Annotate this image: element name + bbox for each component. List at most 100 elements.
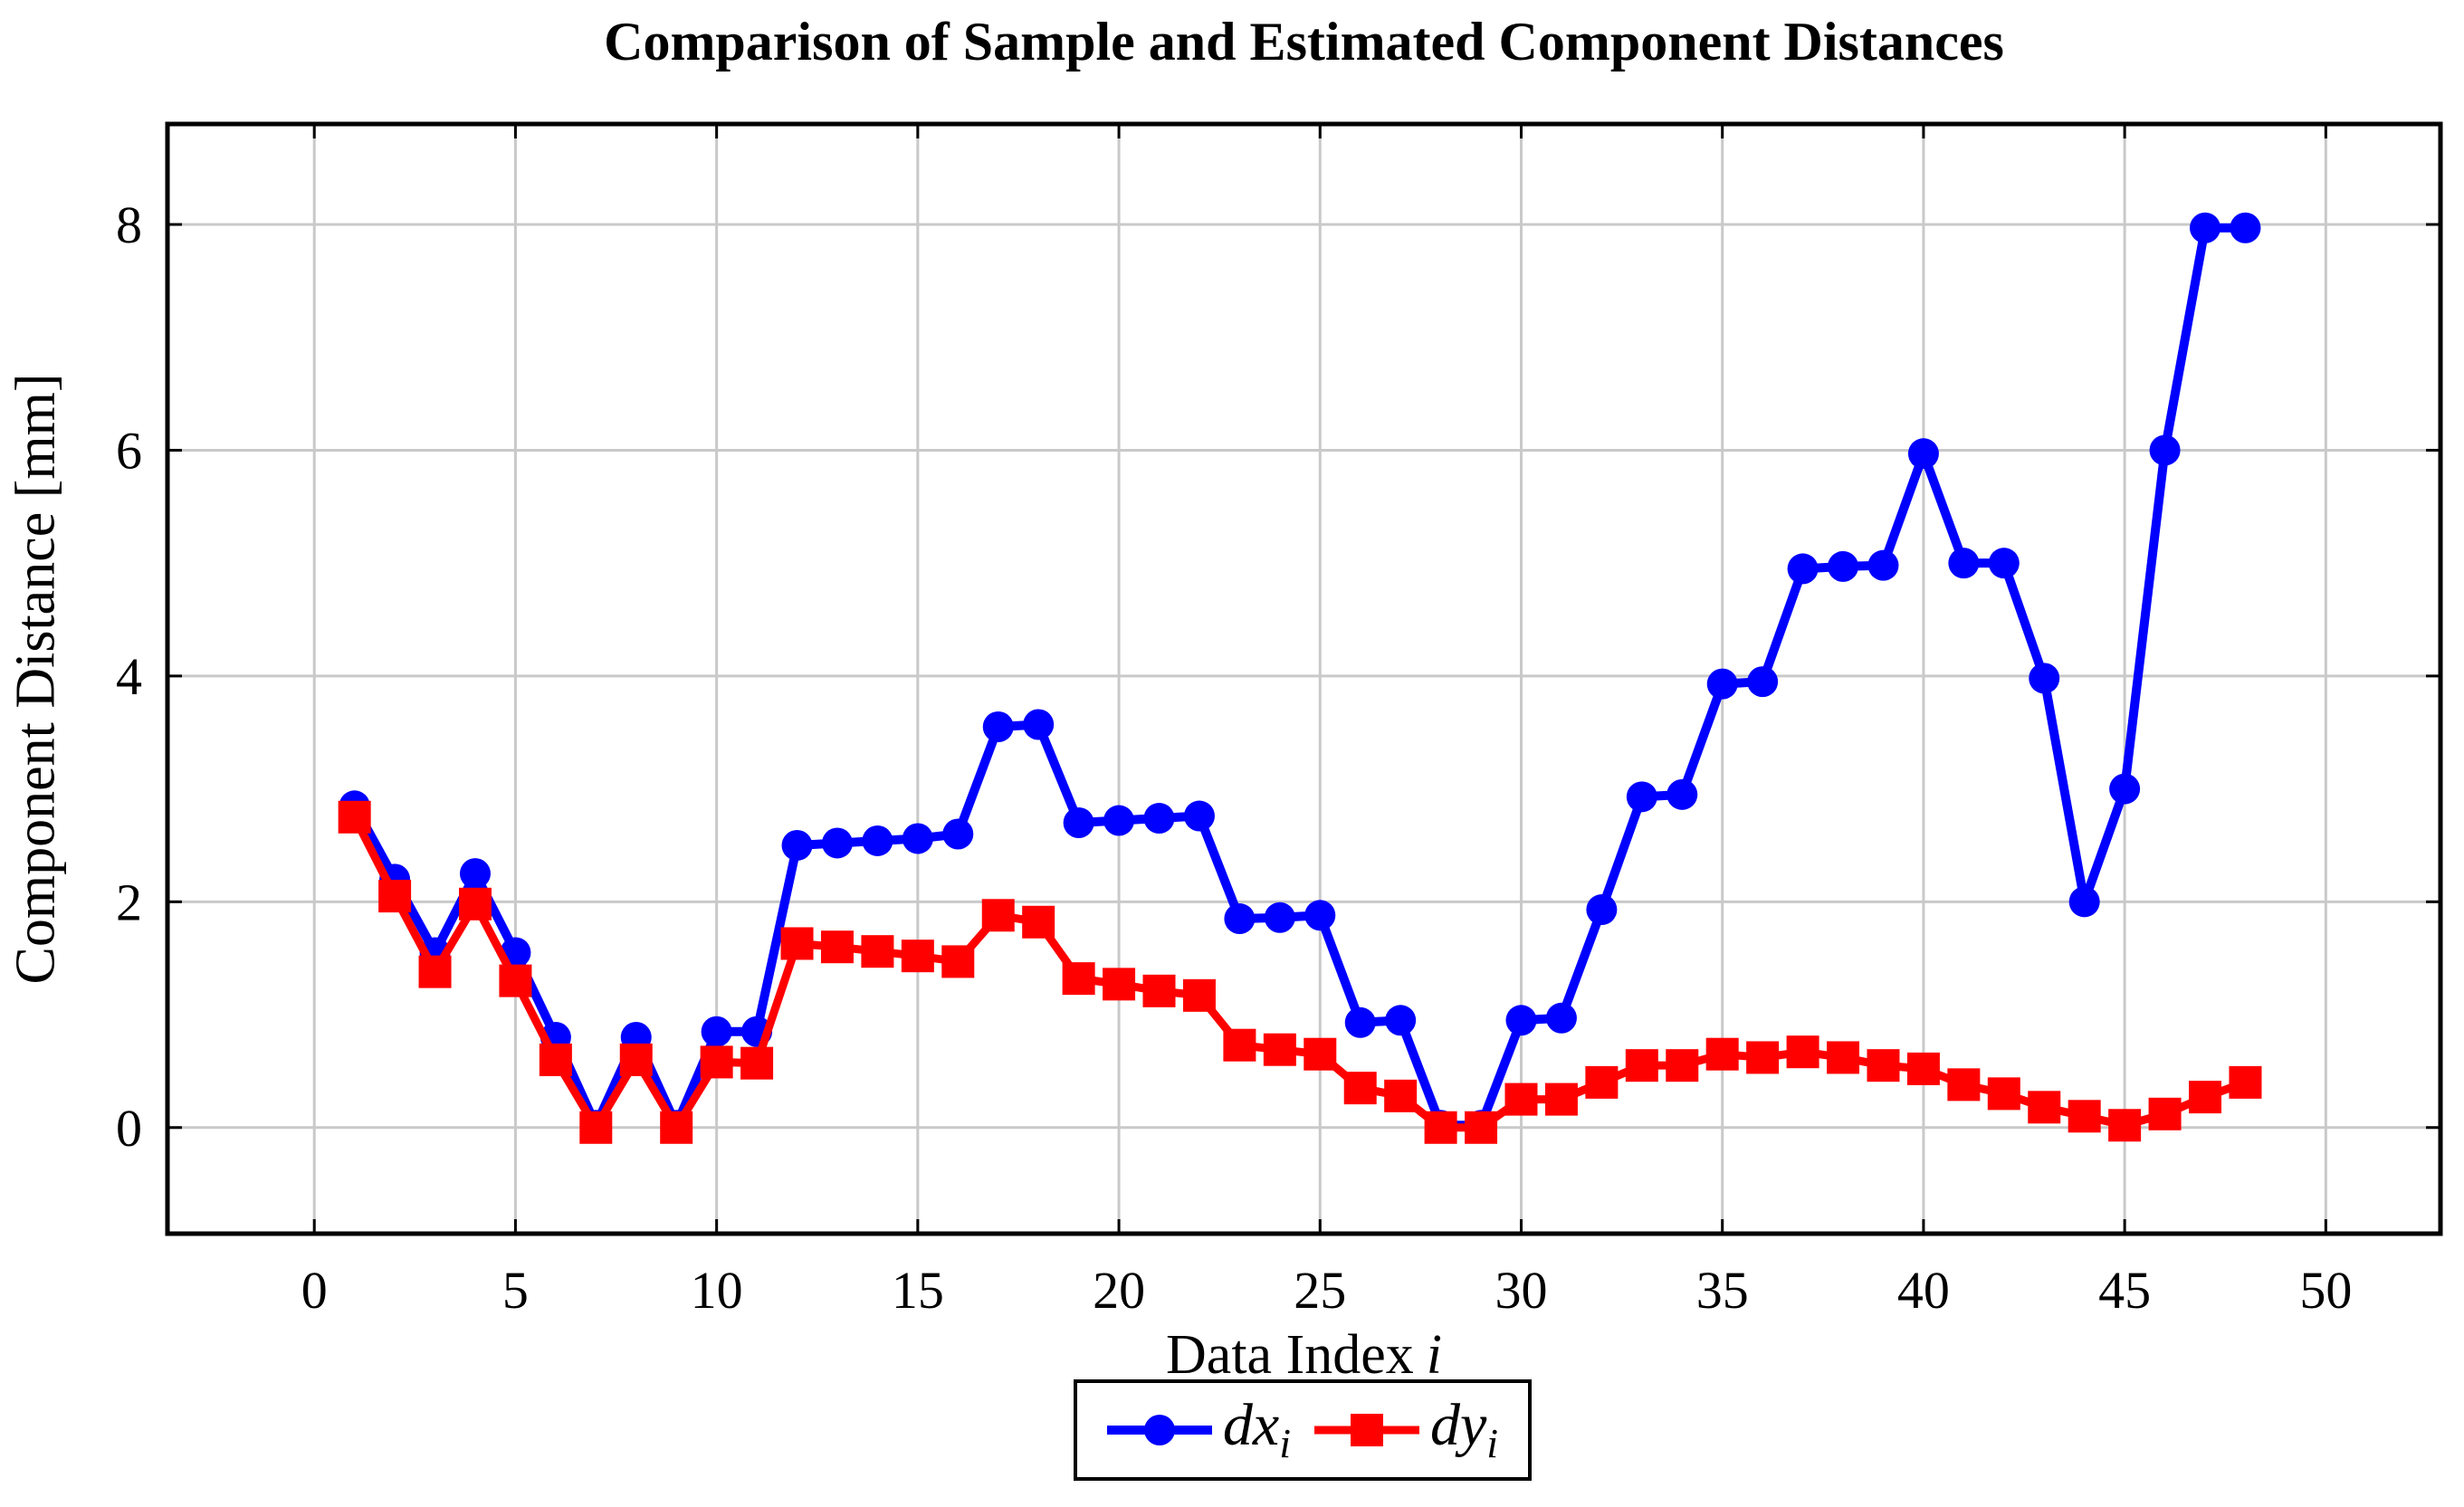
data-point-circle — [2109, 773, 2141, 805]
legend-box: dxi dyi — [1074, 1379, 1532, 1481]
data-point-circle — [1867, 549, 1899, 581]
data-point-square — [1987, 1077, 2020, 1111]
data-point-square — [499, 964, 532, 997]
data-point-square — [1625, 1049, 1658, 1083]
data-point-circle — [1385, 1005, 1417, 1036]
data-point-square — [1705, 1037, 1739, 1071]
x-tick-label: 10 — [691, 1261, 743, 1320]
data-point-square — [1786, 1035, 1819, 1069]
data-point-square — [1947, 1068, 1981, 1102]
data-point-square — [2108, 1109, 2142, 1142]
y-tick-label: 0 — [116, 1099, 142, 1158]
data-point-circle — [2029, 663, 2060, 694]
data-point-circle — [2190, 212, 2221, 243]
data-point-square — [579, 1111, 613, 1144]
x-tick-label: 30 — [1495, 1261, 1547, 1320]
x-tick-label: 50 — [2299, 1261, 2352, 1320]
legend-marker-square-icon — [1314, 1414, 1419, 1446]
y-axis-label: Component Distance [mm] — [5, 373, 67, 985]
data-point-square — [1906, 1052, 1940, 1085]
data-point-square — [1867, 1049, 1900, 1083]
x-axis-label: Data Index i — [167, 1323, 2440, 1388]
data-point-circle — [1787, 553, 1819, 585]
plot-border — [165, 121, 2443, 1236]
data-point-square — [1182, 978, 1216, 1012]
data-point-circle — [1667, 778, 1698, 810]
data-point-circle — [1143, 803, 1175, 835]
data-point-square — [2229, 1065, 2262, 1099]
data-point-square — [1424, 1111, 1457, 1144]
data-point-circle — [1264, 901, 1295, 933]
legend-label-dx: dxi — [1222, 1391, 1291, 1467]
data-point-square — [418, 955, 452, 988]
data-point-circle — [1183, 800, 1215, 832]
data-point-circle — [1545, 1002, 1577, 1034]
data-point-circle — [1344, 1006, 1376, 1038]
x-tick-label: 0 — [301, 1261, 328, 1320]
data-point-circle — [1224, 903, 1256, 935]
data-point-circle — [1063, 807, 1094, 839]
y-tick-label: 4 — [116, 647, 142, 706]
data-point-circle — [1304, 900, 1336, 931]
data-point-square — [941, 945, 975, 978]
data-point-square — [378, 880, 412, 913]
data-point-circle — [862, 825, 893, 856]
data-point-square — [981, 899, 1015, 932]
data-point-circle — [1626, 781, 1657, 813]
data-point-square — [1384, 1079, 1418, 1112]
x-tick-label: 25 — [1294, 1261, 1346, 1320]
data-point-square — [1827, 1041, 1860, 1074]
data-point-square — [1585, 1065, 1619, 1099]
data-point-circle — [2149, 434, 2181, 466]
data-point-square — [901, 939, 934, 973]
x-tick-label: 5 — [502, 1261, 529, 1320]
data-point-circle — [1988, 548, 2020, 579]
chart-title: Comparison of Sample and Estimated Compo… — [604, 12, 2004, 72]
data-point-circle — [459, 858, 491, 890]
y-tick-labels: 0 2 4 6 8 — [116, 196, 142, 1158]
data-point-circle — [1505, 1005, 1537, 1036]
x-tick-label: 15 — [892, 1261, 944, 1320]
series-dx — [339, 212, 2261, 1141]
data-point-circle — [1023, 709, 1055, 740]
data-point-square — [740, 1046, 774, 1080]
y-tick-label: 2 — [116, 873, 142, 931]
data-point-square — [861, 935, 894, 968]
x-tick-label: 35 — [1696, 1261, 1749, 1320]
data-point-square — [539, 1043, 572, 1076]
legend-label-dy: dyi — [1430, 1391, 1499, 1467]
data-point-square — [700, 1045, 733, 1079]
data-point-square — [1263, 1033, 1296, 1066]
data-point-square — [1062, 962, 1095, 996]
gridlines — [167, 124, 2440, 1234]
y-tick-label: 6 — [116, 421, 142, 480]
data-point-square — [1465, 1111, 1498, 1144]
data-point-square — [1142, 974, 1176, 1007]
data-point-square — [1223, 1028, 1256, 1062]
data-point-circle — [2068, 886, 2100, 918]
data-point-circle — [1828, 550, 1859, 582]
data-point-square — [338, 800, 371, 834]
legend-entry-dy: dyi — [1314, 1391, 1499, 1467]
x-tick-label: 45 — [2098, 1261, 2151, 1320]
series-dy — [338, 800, 2262, 1144]
data-point-circle — [1907, 438, 1939, 470]
legend-entry-dx: dxi — [1106, 1391, 1291, 1467]
legend-marker-circle-icon — [1106, 1415, 1212, 1445]
x-tick-labels: 0 5 10 15 20 25 30 35 40 45 50 — [301, 1261, 2353, 1320]
data-point-square — [458, 887, 492, 920]
data-point-circle — [701, 1016, 732, 1047]
data-point-circle — [982, 711, 1014, 743]
data-point-circle — [1948, 548, 1980, 579]
data-point-circle — [1103, 805, 1135, 836]
data-point-square — [1343, 1072, 1377, 1105]
data-point-circle — [2230, 212, 2261, 243]
data-point-square — [1504, 1083, 1538, 1116]
y-tick-label: 8 — [116, 196, 142, 254]
data-point-square — [820, 930, 854, 964]
x-tick-label: 20 — [1093, 1261, 1145, 1320]
x-tick-label: 40 — [1897, 1261, 1950, 1320]
data-point-square — [780, 927, 814, 960]
data-point-square — [1304, 1037, 1337, 1071]
